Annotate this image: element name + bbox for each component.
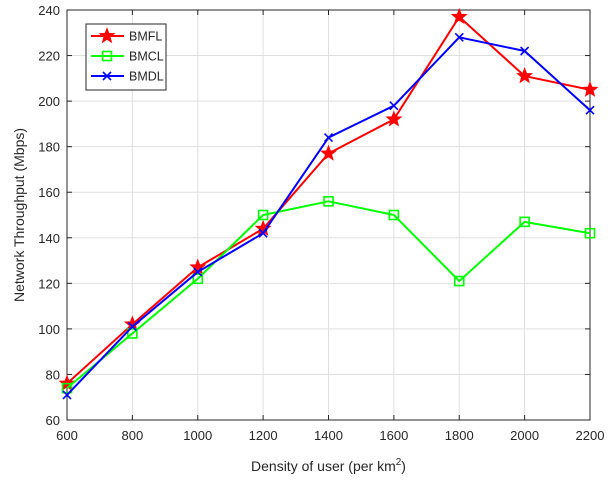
legend-marker-bmcl — [101, 50, 113, 62]
data-point-bmcl — [61, 382, 73, 394]
x-tick-label: 1000 — [183, 428, 212, 443]
data-point-bmfl — [581, 80, 599, 97]
y-tick-label: 140 — [38, 231, 60, 246]
series-line-bmcl — [66, 200, 591, 389]
y-tick-label: 160 — [38, 185, 60, 200]
grid-lines — [66, 9, 591, 421]
data-point-bmcl — [192, 273, 204, 285]
data-point-bmfl — [320, 144, 337, 161]
y-tick-label: 240 — [38, 3, 60, 18]
legend-label-bmfl: BMFL — [129, 30, 162, 44]
data-point-bmdl — [454, 32, 464, 42]
data-point-bmdl — [62, 390, 72, 400]
data-point-bmdl — [323, 132, 334, 143]
data-point-bmdl — [127, 322, 137, 332]
data-point-bmcl — [388, 209, 400, 221]
y-tick-label: 80 — [46, 367, 60, 382]
series-layer — [58, 7, 599, 400]
legend-item-bmfl: BMFL — [91, 27, 162, 44]
y-tick-label: 60 — [46, 413, 60, 428]
data-point-bmdl — [258, 228, 268, 238]
data-point-bmcl — [584, 227, 596, 239]
legend-label-bmdl: BMDL — [129, 70, 164, 84]
data-point-bmcl — [453, 275, 465, 287]
x-axis-label-main: Density of user (per km — [251, 458, 396, 474]
x-tick-label: 1400 — [314, 428, 343, 443]
data-point-bmdl — [585, 105, 595, 115]
x-tick-label: 1200 — [249, 428, 278, 443]
data-point-bmdl — [193, 267, 203, 277]
axis-ticks: 600 800 1000 1200 1400 1600 1800 2000 2200 60 80 10… — [38, 3, 604, 443]
x-axis-label: Density of user (per km2) — [251, 457, 406, 474]
legend-item-bmdl: BMDL — [91, 70, 164, 84]
series-bmfl — [58, 7, 599, 391]
x-axis-label-superscript: 2 — [396, 457, 402, 468]
series-bmdl — [62, 32, 595, 400]
data-point-bmdl — [520, 46, 530, 56]
data-point-bmfl — [385, 110, 403, 127]
legend-item-bmcl: BMCL — [91, 50, 164, 64]
x-tick-label: 600 — [56, 428, 78, 443]
data-point-bmcl — [127, 328, 138, 339]
legend-marker-bmfl — [98, 27, 116, 44]
legend-marker-bmdl — [102, 71, 112, 81]
y-axis-label: Network Throughput (Mbps) — [11, 128, 27, 302]
x-tick-label: 1800 — [445, 428, 474, 443]
x-axis-label-end: ) — [401, 458, 406, 474]
y-tick-label: 100 — [38, 322, 60, 337]
series-bmcl — [61, 196, 596, 394]
data-point-bmfl — [516, 67, 534, 84]
x-tick-label: 2200 — [576, 428, 605, 443]
data-point-bmfl — [189, 258, 207, 275]
legend: BMFL BMCL BMDL — [85, 23, 167, 91]
legend-label-bmcl: BMCL — [129, 50, 164, 64]
x-tick-label: 2000 — [510, 428, 539, 443]
y-tick-label: 220 — [38, 49, 60, 64]
y-tick-label: 120 — [38, 276, 60, 291]
data-point-bmdl — [389, 101, 399, 111]
y-tick-label: 200 — [38, 94, 60, 109]
x-tick-label: 1600 — [379, 428, 408, 443]
data-point-bmcl — [323, 196, 334, 207]
data-point-bmcl — [257, 209, 269, 221]
x-tick-label: 800 — [122, 428, 144, 443]
data-point-bmfl — [450, 7, 468, 25]
data-point-bmcl — [519, 216, 530, 228]
y-tick-label: 180 — [38, 140, 60, 155]
